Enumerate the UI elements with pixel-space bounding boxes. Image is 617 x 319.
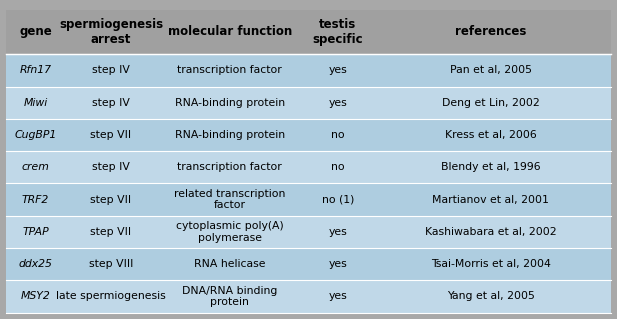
Text: molecular function: molecular function <box>168 26 292 38</box>
Text: yes: yes <box>328 98 347 108</box>
Text: Kashiwabara et al, 2002: Kashiwabara et al, 2002 <box>424 227 557 237</box>
Text: Pan et al, 2005: Pan et al, 2005 <box>450 65 531 75</box>
Text: TPAP: TPAP <box>22 227 49 237</box>
Bar <box>6 248 611 280</box>
Text: yes: yes <box>328 227 347 237</box>
Text: related transcription
factor: related transcription factor <box>174 189 286 210</box>
Text: step VII: step VII <box>91 227 131 237</box>
Bar <box>6 280 611 313</box>
Text: yes: yes <box>328 259 347 269</box>
Text: transcription factor: transcription factor <box>178 65 282 75</box>
Bar <box>6 86 611 119</box>
Text: Rfn17: Rfn17 <box>20 65 51 75</box>
Text: Martianov et al, 2001: Martianov et al, 2001 <box>432 195 549 204</box>
Text: spermiogenesis
arrest: spermiogenesis arrest <box>59 18 163 46</box>
Text: references: references <box>455 26 526 38</box>
Text: transcription factor: transcription factor <box>178 162 282 172</box>
Text: Kress et al, 2006: Kress et al, 2006 <box>445 130 536 140</box>
Text: step VII: step VII <box>91 195 131 204</box>
Text: DNA/RNA binding
protein: DNA/RNA binding protein <box>182 286 278 307</box>
Text: no: no <box>331 130 345 140</box>
Bar <box>6 119 611 151</box>
Text: yes: yes <box>328 292 347 301</box>
Text: step IV: step IV <box>92 65 130 75</box>
Text: late spermiogenesis: late spermiogenesis <box>56 292 166 301</box>
Text: TRF2: TRF2 <box>22 195 49 204</box>
Text: testis
specific: testis specific <box>312 18 363 46</box>
Text: yes: yes <box>328 65 347 75</box>
Bar <box>6 54 611 86</box>
Text: RNA helicase: RNA helicase <box>194 259 265 269</box>
Text: no: no <box>331 162 345 172</box>
Text: Tsai-Morris et al, 2004: Tsai-Morris et al, 2004 <box>431 259 550 269</box>
Text: step IV: step IV <box>92 98 130 108</box>
Text: Miwi: Miwi <box>23 98 48 108</box>
Bar <box>6 10 611 54</box>
Text: Deng et Lin, 2002: Deng et Lin, 2002 <box>442 98 539 108</box>
Text: step VIII: step VIII <box>89 259 133 269</box>
Text: RNA-binding protein: RNA-binding protein <box>175 130 285 140</box>
Text: ddx25: ddx25 <box>19 259 52 269</box>
Text: RNA-binding protein: RNA-binding protein <box>175 98 285 108</box>
Text: step VII: step VII <box>91 130 131 140</box>
Text: CugBP1: CugBP1 <box>14 130 57 140</box>
Text: no (1): no (1) <box>321 195 354 204</box>
Bar <box>6 216 611 248</box>
Bar <box>6 151 611 183</box>
Text: crem: crem <box>22 162 49 172</box>
Text: gene: gene <box>19 26 52 38</box>
Text: Yang et al, 2005: Yang et al, 2005 <box>447 292 534 301</box>
Text: cytoplasmic poly(A)
polymerase: cytoplasmic poly(A) polymerase <box>176 221 284 243</box>
Text: MSY2: MSY2 <box>20 292 51 301</box>
Bar <box>6 183 611 216</box>
Text: Blendy et al, 1996: Blendy et al, 1996 <box>441 162 540 172</box>
Text: step IV: step IV <box>92 162 130 172</box>
